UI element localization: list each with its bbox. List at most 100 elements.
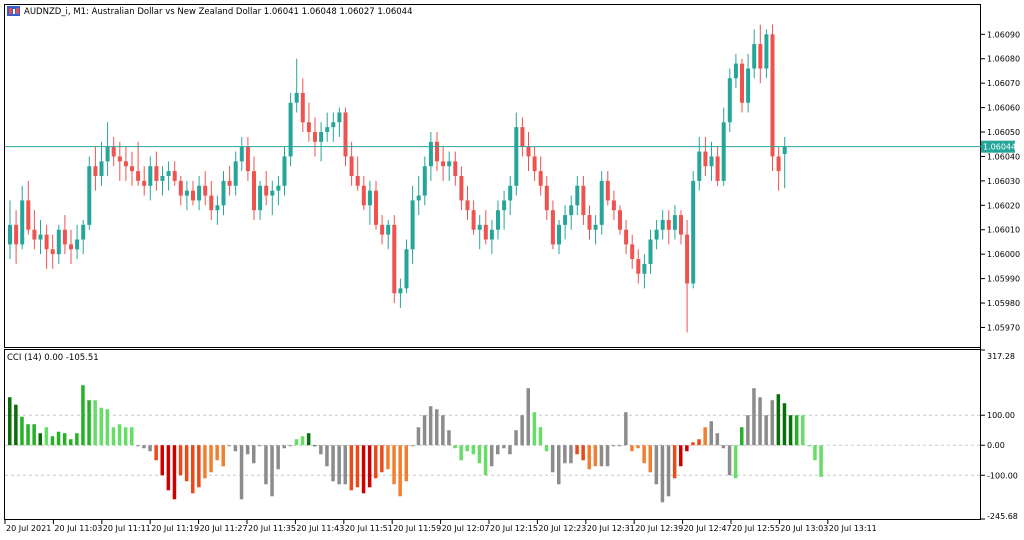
price-tick-label: 1.06080 <box>987 55 1020 64</box>
cci-bar <box>215 445 219 461</box>
candle <box>69 229 73 264</box>
candle <box>245 136 250 181</box>
cci-bar <box>416 427 421 446</box>
candle <box>26 180 31 235</box>
cci-header: CCI (14) 0.00 -105.51 <box>7 353 99 363</box>
cci-bar <box>520 415 524 446</box>
cci-bar <box>26 424 30 446</box>
candle <box>691 171 696 289</box>
candle <box>203 171 208 206</box>
cci-tick-label: -100.00 <box>987 471 1018 480</box>
cci-bar <box>69 439 73 446</box>
cci-bar <box>227 445 232 447</box>
cci-bar <box>648 445 652 473</box>
cci-bar <box>733 445 738 479</box>
cci-bar <box>191 445 195 494</box>
cci-bar <box>605 445 610 467</box>
candle <box>172 161 177 186</box>
time-tick-label: 20 Jul 11:43 <box>296 524 344 533</box>
candle <box>715 146 720 186</box>
cci-bar <box>459 445 463 461</box>
candle <box>306 102 311 142</box>
candle <box>148 156 153 201</box>
candle <box>416 176 421 216</box>
cci-bar <box>801 415 805 446</box>
cci-bar <box>8 397 12 446</box>
cci-bar <box>703 427 707 446</box>
cci-bar <box>355 445 360 488</box>
candle <box>300 78 305 133</box>
time-tick-label: 20 Jul 12:47 <box>684 524 732 533</box>
price-tick-label: 1.06050 <box>987 128 1020 137</box>
candle <box>727 68 732 133</box>
time-tick-label: 20 Jul 13:03 <box>780 524 828 533</box>
candle <box>32 210 37 250</box>
candle <box>136 141 141 186</box>
price-tick-label: 1.06060 <box>987 104 1020 113</box>
price-tick-label: 1.06030 <box>987 177 1020 186</box>
cci-bar <box>532 412 537 446</box>
cci-bar <box>721 445 726 449</box>
candle <box>550 200 555 250</box>
cci-bar <box>300 436 305 446</box>
candle <box>209 180 214 220</box>
cci-bar <box>544 445 549 452</box>
cci-bar <box>166 445 171 491</box>
time-tick-label: 20 Jul 2021 <box>6 524 51 533</box>
candle <box>422 156 427 206</box>
symbol-header: AUDNZD_i, M1: Australian Dollar vs New Z… <box>24 7 413 17</box>
cci-bar <box>361 445 366 494</box>
candle <box>75 224 80 260</box>
cci-tick-label: 100.00 <box>987 411 1015 420</box>
candle <box>258 180 263 220</box>
candle <box>270 180 275 216</box>
candle <box>611 190 616 220</box>
candle <box>648 229 653 274</box>
cci-bar <box>514 430 518 446</box>
cci-bar <box>550 445 555 473</box>
candle <box>447 151 452 181</box>
cci-bar <box>672 445 677 479</box>
candle <box>392 215 397 304</box>
cci-bar <box>752 388 756 446</box>
candle <box>184 180 189 211</box>
cci-bar <box>410 445 415 447</box>
cci-bar <box>526 388 530 446</box>
cci-bar <box>306 433 311 446</box>
candle <box>630 234 635 269</box>
cci-bar <box>38 433 42 446</box>
price-tag <box>981 140 1015 153</box>
candle <box>477 215 482 250</box>
candle <box>8 200 12 260</box>
cci-bar <box>32 424 36 446</box>
candle <box>215 195 220 225</box>
cci-bar <box>258 445 262 447</box>
candle <box>337 107 342 137</box>
time-tick-label: 20 Jul 11:03 <box>54 524 102 533</box>
cci-bar <box>343 445 347 485</box>
cci-bar <box>618 445 622 447</box>
candle <box>367 180 372 225</box>
cci-bar <box>276 445 280 470</box>
cci-tick-label: 0.00 <box>987 441 1005 450</box>
time-tick-label: 20 Jul 12:39 <box>635 524 683 533</box>
cci-bar <box>489 445 494 467</box>
candle <box>178 176 183 206</box>
time-tick-label: 20 Jul 11:51 <box>345 524 393 533</box>
candle <box>666 210 671 245</box>
time-tick-label: 20 Jul 11:11 <box>103 524 151 533</box>
cci-bar <box>264 445 268 485</box>
cci-bar <box>715 433 720 446</box>
candle <box>672 205 677 240</box>
candle <box>428 132 433 181</box>
cci-bar <box>496 445 500 455</box>
candle <box>404 239 409 294</box>
candle <box>740 58 744 113</box>
candle <box>496 200 500 240</box>
cci-bar <box>807 445 811 447</box>
candle <box>313 117 317 157</box>
cci-bar <box>611 445 616 447</box>
cci-bar <box>288 445 293 447</box>
candle <box>81 219 86 255</box>
